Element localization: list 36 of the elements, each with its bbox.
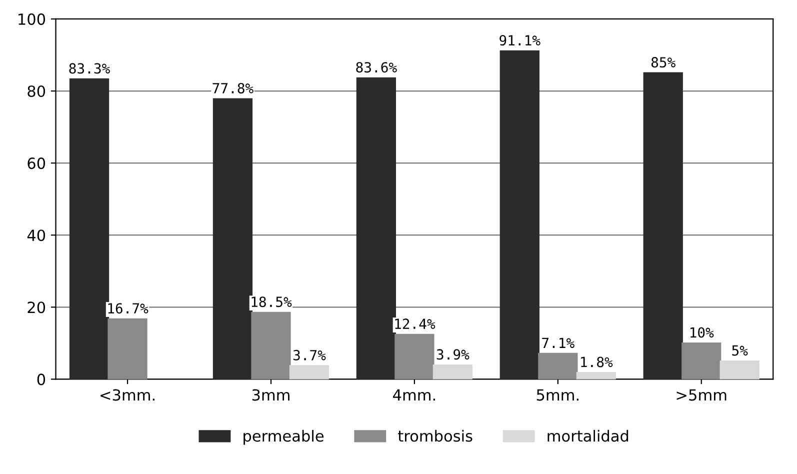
y-tick-label: 0 xyxy=(37,374,46,386)
bar xyxy=(212,98,253,380)
data-label: 85% xyxy=(651,57,676,68)
data-label: 3.7% xyxy=(293,350,326,360)
data-label: 7.1% xyxy=(542,338,574,348)
data-label: 91.1% xyxy=(500,35,540,46)
data-label: 77.8% xyxy=(212,82,254,94)
data-label: 83.6% xyxy=(356,62,397,73)
x-tick-label: >5mm xyxy=(676,389,726,401)
legend-label: trombosis xyxy=(398,430,472,442)
data-label: 18.5% xyxy=(252,296,292,308)
y-tick-label: 20 xyxy=(28,302,46,314)
x-tick-label: 5mm. xyxy=(536,389,578,401)
bar xyxy=(643,72,683,380)
legend-label: mortalidad xyxy=(548,430,628,442)
x-tick-label: 4mm. xyxy=(393,389,435,401)
y-tick-label: 100 xyxy=(18,13,46,25)
data-label: 5% xyxy=(732,345,748,356)
bar xyxy=(356,77,396,380)
x-tick-label: 3mm xyxy=(252,389,290,401)
data-label: 3.9% xyxy=(436,349,470,360)
data-label: 10% xyxy=(690,327,714,338)
x-tick-label: <3mm. xyxy=(100,389,154,401)
data-label: 83.3% xyxy=(69,63,110,74)
data-label: 16.7% xyxy=(108,303,148,314)
legend-label: permeable xyxy=(244,430,324,445)
data-label: 12.4% xyxy=(395,318,436,329)
bar xyxy=(394,334,434,380)
y-tick-label: 60 xyxy=(28,158,46,170)
bar xyxy=(576,372,616,380)
y-tick-label: 80 xyxy=(28,85,46,98)
data-label: 1.8% xyxy=(581,356,613,368)
bar xyxy=(720,360,760,380)
bar xyxy=(289,365,330,380)
bar xyxy=(500,50,540,380)
y-tick-label: 40 xyxy=(27,230,46,242)
